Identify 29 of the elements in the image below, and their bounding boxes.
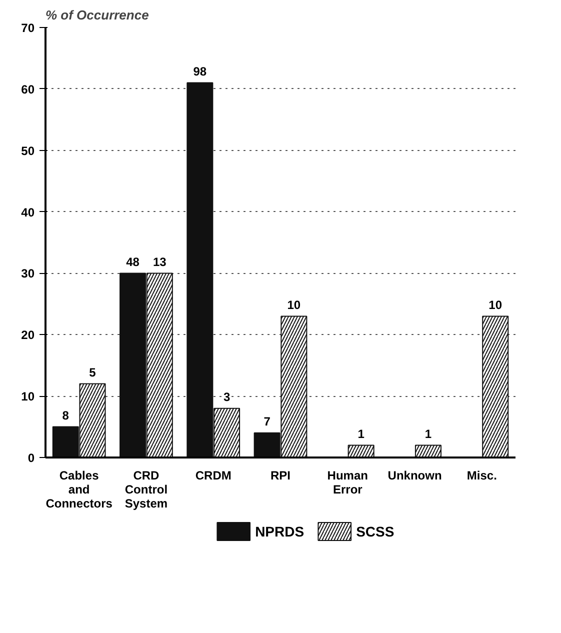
x-tick-label: Cables and Connectors — [46, 468, 113, 510]
annotation: 13 — [152, 254, 167, 269]
annotation: 1 — [358, 426, 365, 441]
y-tick-label: 40 — [21, 205, 35, 220]
x-tick-label: Misc. — [466, 468, 497, 482]
legend-label: SCSS — [356, 524, 394, 540]
annotation: 10 — [488, 298, 502, 312]
y-tick-label: 10 — [21, 390, 35, 404]
x-tick-label: Unknown — [388, 468, 442, 482]
y-tick-label: 50 — [21, 144, 35, 158]
y-axis-title: % of Occurrence — [46, 8, 149, 22]
annotation: 5 — [89, 365, 96, 380]
annotation: 3 — [223, 390, 230, 404]
annotation: 7 — [264, 414, 271, 429]
x-tick-label: CRD Control System — [124, 468, 168, 510]
y-tick-label: 0 — [28, 451, 35, 465]
y-tick-label: 30 — [21, 266, 35, 281]
x-tick-label: Human Error — [327, 468, 368, 496]
annotation: 98 — [193, 64, 207, 78]
y-tick-label: 60 — [21, 82, 35, 96]
y-tick-label: 20 — [21, 328, 35, 342]
annotation: 8 — [62, 408, 70, 422]
annotation: 48 — [126, 254, 140, 269]
x-tick-label: RPI — [270, 468, 291, 482]
legend-label: NPRDS — [255, 524, 304, 540]
x-tick-label: CRDM — [195, 468, 232, 482]
annotation: 1 — [424, 426, 432, 441]
annotation: 10 — [287, 298, 301, 312]
y-tick-label: 70 — [21, 21, 35, 35]
